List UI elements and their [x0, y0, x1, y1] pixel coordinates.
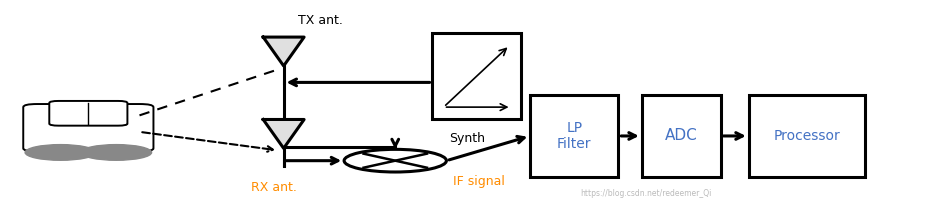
- Text: LP
Filter: LP Filter: [557, 121, 591, 151]
- Text: IF signal: IF signal: [453, 175, 505, 188]
- FancyBboxPatch shape: [49, 101, 127, 126]
- Polygon shape: [263, 119, 304, 148]
- Text: Processor: Processor: [774, 129, 840, 143]
- Bar: [530, 95, 618, 177]
- Bar: [749, 95, 865, 177]
- Circle shape: [25, 145, 96, 160]
- Text: https://blog.csdn.net/redeemer_Qi: https://blog.csdn.net/redeemer_Qi: [580, 189, 712, 198]
- Text: TX ant.: TX ant.: [299, 14, 343, 27]
- Circle shape: [81, 145, 152, 160]
- Bar: [432, 33, 521, 119]
- FancyBboxPatch shape: [23, 104, 153, 151]
- Text: ADC: ADC: [665, 129, 698, 143]
- Text: RX ant.: RX ant.: [251, 181, 298, 194]
- Text: Synth: Synth: [449, 131, 485, 145]
- Polygon shape: [263, 37, 304, 66]
- Circle shape: [344, 149, 446, 172]
- Bar: [642, 95, 721, 177]
